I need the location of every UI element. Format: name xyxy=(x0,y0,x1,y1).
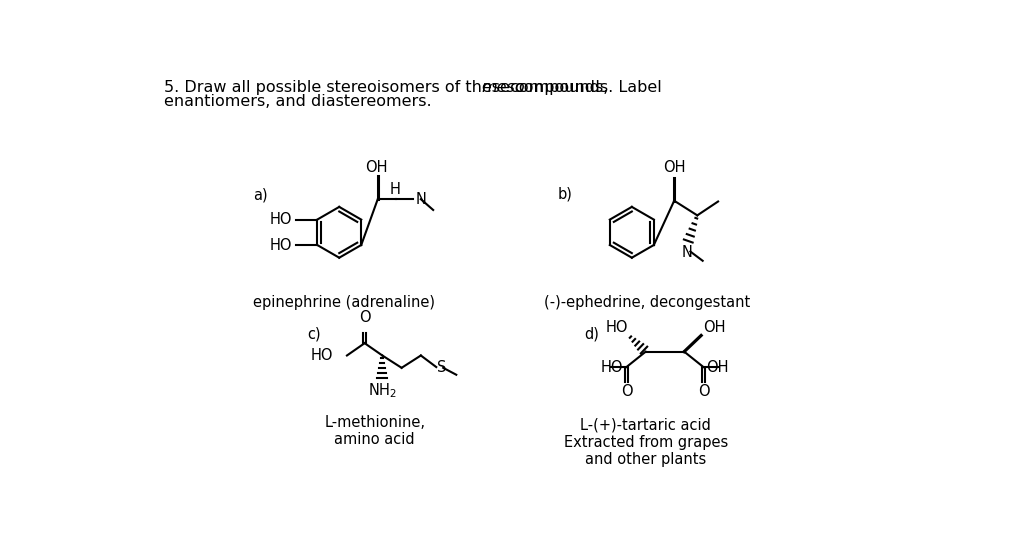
Text: HO: HO xyxy=(606,320,628,335)
Text: S: S xyxy=(437,360,447,374)
Text: epinephrine (adrenaline): epinephrine (adrenaline) xyxy=(252,295,435,310)
Text: N: N xyxy=(415,192,427,207)
Text: OH: OH xyxy=(364,159,388,175)
Text: meso: meso xyxy=(482,80,525,95)
Text: enantiomers, and diastereomers.: enantiomers, and diastereomers. xyxy=(165,93,432,108)
Text: b): b) xyxy=(557,186,572,201)
Text: 5. Draw all possible stereoisomers of these compounds. Label: 5. Draw all possible stereoisomers of th… xyxy=(165,80,668,95)
Text: NH$_2$: NH$_2$ xyxy=(367,382,397,401)
Text: L-(+)-tartaric acid
Extracted from grapes
and other plants: L-(+)-tartaric acid Extracted from grape… xyxy=(564,417,728,467)
Text: HO: HO xyxy=(270,237,292,252)
Text: OH: OH xyxy=(663,161,685,175)
Text: HO: HO xyxy=(270,212,292,227)
Text: L-methionine,
amino acid: L-methionine, amino acid xyxy=(324,415,426,447)
Text: O: O xyxy=(358,310,371,325)
Text: OH: OH xyxy=(706,360,729,374)
Text: OH: OH xyxy=(702,320,725,335)
Text: compounds,: compounds, xyxy=(505,80,608,95)
Text: O: O xyxy=(621,384,632,399)
Text: HO: HO xyxy=(601,360,623,374)
Text: (-)-ephedrine, decongestant: (-)-ephedrine, decongestant xyxy=(544,295,750,310)
Text: N: N xyxy=(682,245,692,260)
Text: H: H xyxy=(390,183,401,198)
Text: HO: HO xyxy=(310,348,333,363)
Text: a): a) xyxy=(253,187,268,202)
Text: c): c) xyxy=(306,326,321,341)
Text: O: O xyxy=(697,384,710,399)
Text: d): d) xyxy=(584,326,599,341)
